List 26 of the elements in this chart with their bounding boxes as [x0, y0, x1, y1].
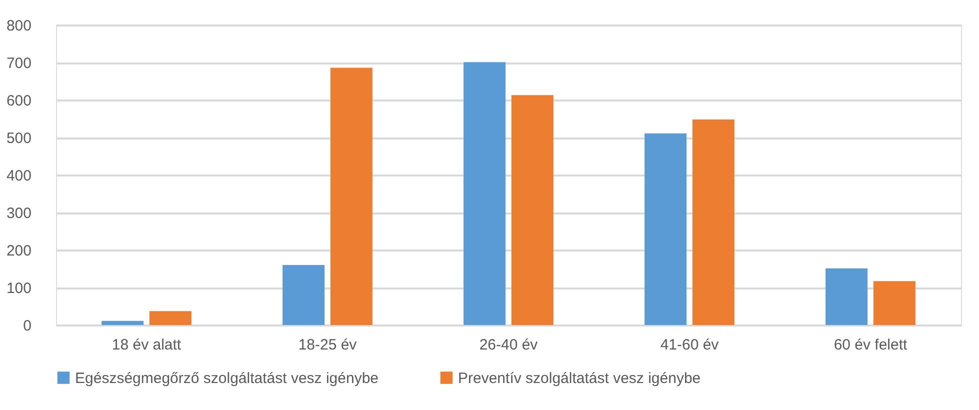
bar [149, 311, 192, 325]
y-tick-label: 400 [6, 168, 32, 184]
y-tick-label: 500 [6, 130, 32, 147]
legend-label: Preventív szolgáltatást vesz igénybe [458, 370, 701, 387]
bar [102, 320, 144, 325]
x-tick-label: 18-25 év [298, 336, 358, 354]
y-tick-label: 0 [23, 318, 32, 334]
x-tick-label: 60 év felett [834, 336, 908, 354]
y-tick-label: 200 [6, 242, 32, 260]
bar [282, 265, 325, 325]
bar [511, 95, 554, 325]
bar [873, 281, 916, 325]
bar [464, 62, 506, 325]
y-tick-label: 600 [6, 92, 32, 110]
x-tick-label: 18 év alatt [112, 336, 182, 354]
y-tick-label: 700 [6, 55, 32, 72]
y-tick-label: 100 [6, 280, 32, 297]
bar [826, 268, 868, 325]
legend-label: Egészségmegőrző szolgáltatást vesz igénybe [75, 370, 379, 387]
y-tick-label: 300 [6, 205, 32, 222]
bar [330, 68, 372, 325]
x-tick-label: 41-60 év [660, 336, 720, 354]
x-tick-label: 26-40 év [479, 336, 538, 354]
y-tick-label: 800 [6, 18, 32, 34]
bar [692, 120, 734, 325]
bar [644, 133, 687, 325]
